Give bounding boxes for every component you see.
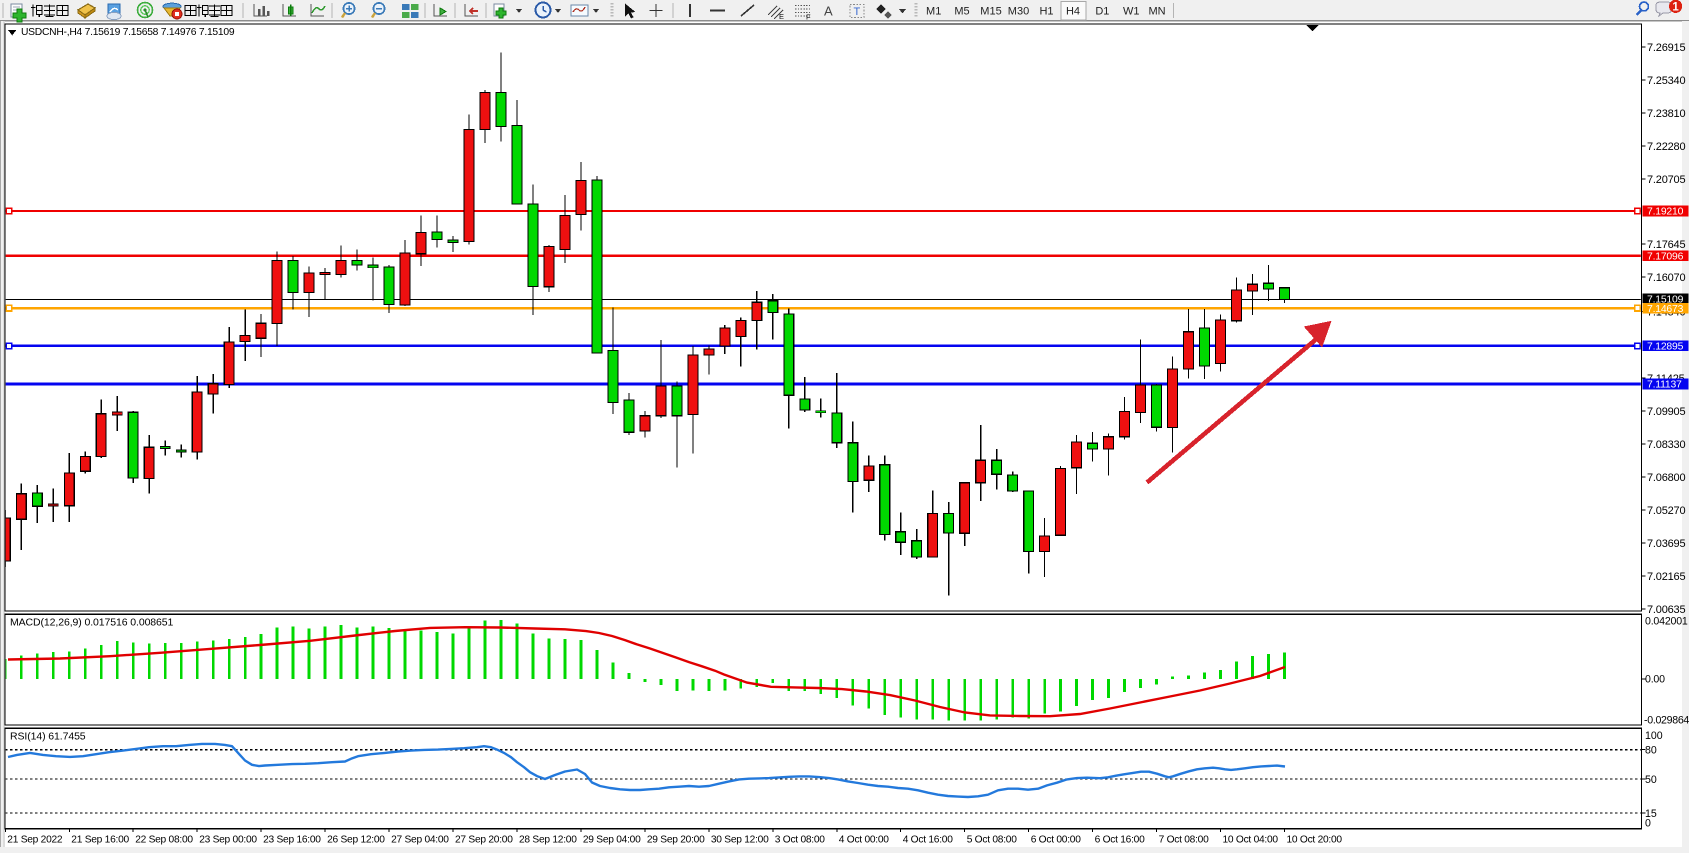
svg-text:7.06800: 7.06800 <box>1647 472 1685 484</box>
svg-text:80: 80 <box>1645 745 1657 757</box>
svg-text:4 Oct 16:00: 4 Oct 16:00 <box>903 835 954 846</box>
svg-text:23 Sep 16:00: 23 Sep 16:00 <box>263 835 321 846</box>
svg-text:7.20705: 7.20705 <box>1647 174 1685 186</box>
svg-text:7.05270: 7.05270 <box>1647 505 1685 517</box>
svg-text:6 Oct 16:00: 6 Oct 16:00 <box>1095 835 1146 846</box>
svg-text:H4: H4 <box>1066 6 1080 18</box>
svg-text:21 Sep 16:00: 21 Sep 16:00 <box>71 835 129 846</box>
svg-text:M1: M1 <box>926 6 941 18</box>
svg-text:7.00635: 7.00635 <box>1647 604 1685 616</box>
svg-text:1: 1 <box>1672 2 1679 14</box>
svg-text:3 Oct 08:00: 3 Oct 08:00 <box>775 835 826 846</box>
svg-text:MN: MN <box>1148 6 1165 18</box>
svg-text:7.23810: 7.23810 <box>1647 108 1685 120</box>
svg-text:4 Oct 00:00: 4 Oct 00:00 <box>839 835 890 846</box>
svg-text:5 Oct 08:00: 5 Oct 08:00 <box>967 835 1018 846</box>
svg-text:M30: M30 <box>1008 6 1029 18</box>
svg-text:0.00: 0.00 <box>1645 674 1665 686</box>
svg-text:50: 50 <box>1645 774 1657 786</box>
svg-text:27 Sep 04:00: 27 Sep 04:00 <box>391 835 449 846</box>
svg-text:7.11137: 7.11137 <box>1647 380 1682 391</box>
svg-text:10 Oct 20:00: 10 Oct 20:00 <box>1287 835 1343 846</box>
svg-text:10 Oct 04:00: 10 Oct 04:00 <box>1223 835 1279 846</box>
svg-text:7 Oct 08:00: 7 Oct 08:00 <box>1159 835 1210 846</box>
svg-text:0: 0 <box>1645 818 1651 830</box>
svg-text:7.09905: 7.09905 <box>1647 406 1685 418</box>
svg-text:E: E <box>779 12 784 21</box>
svg-text:7.15109: 7.15109 <box>1647 295 1684 306</box>
svg-text:22 Sep 08:00: 22 Sep 08:00 <box>135 835 193 846</box>
svg-text:21 Sep 2022: 21 Sep 2022 <box>7 835 63 846</box>
svg-text:7.19210: 7.19210 <box>1647 207 1684 218</box>
svg-text:7.03695: 7.03695 <box>1647 538 1685 550</box>
svg-text:F: F <box>806 13 811 22</box>
svg-text:7.14673: 7.14673 <box>1647 304 1684 315</box>
svg-text:-0.029864: -0.029864 <box>1644 715 1689 727</box>
svg-text:29 Sep 20:00: 29 Sep 20:00 <box>647 835 705 846</box>
svg-text:M15: M15 <box>980 6 1001 18</box>
svg-text:MACD(12,26,9) 0.017516 0.00865: MACD(12,26,9) 0.017516 0.008651 <box>10 617 174 629</box>
svg-text:6 Oct 00:00: 6 Oct 00:00 <box>1031 835 1082 846</box>
svg-text:100: 100 <box>1645 730 1663 742</box>
svg-text:M5: M5 <box>954 6 969 18</box>
svg-text:H1: H1 <box>1039 6 1053 18</box>
svg-text:D1: D1 <box>1095 6 1109 18</box>
svg-text:15: 15 <box>1645 808 1657 820</box>
svg-text:30 Sep 12:00: 30 Sep 12:00 <box>711 835 769 846</box>
svg-text:27 Sep 20:00: 27 Sep 20:00 <box>455 835 513 846</box>
svg-text:23 Sep 00:00: 23 Sep 00:00 <box>199 835 257 846</box>
svg-text:7.17645: 7.17645 <box>1647 239 1685 251</box>
svg-text:28 Sep 12:00: 28 Sep 12:00 <box>519 835 577 846</box>
svg-text:7.16070: 7.16070 <box>1647 272 1685 284</box>
svg-text:7.12895: 7.12895 <box>1647 342 1684 353</box>
svg-text:USDCNH-,H4 7.15619 7.15658 7.: USDCNH-,H4 7.15619 7.15658 7.14976 7.151… <box>21 27 235 38</box>
svg-text:7.08330: 7.08330 <box>1647 439 1685 451</box>
svg-text:7.26915: 7.26915 <box>1647 42 1685 54</box>
svg-text:7.02165: 7.02165 <box>1647 571 1685 583</box>
svg-text:29 Sep 04:00: 29 Sep 04:00 <box>583 835 641 846</box>
svg-text:RSI(14) 61.7455: RSI(14) 61.7455 <box>10 731 86 743</box>
svg-text:0.042001: 0.042001 <box>1645 616 1688 628</box>
svg-text:7.22280: 7.22280 <box>1647 141 1685 153</box>
svg-text:T: T <box>854 6 861 18</box>
svg-text:26 Sep 12:00: 26 Sep 12:00 <box>327 835 385 846</box>
svg-text:7.25340: 7.25340 <box>1647 75 1685 87</box>
svg-text:W1: W1 <box>1123 6 1140 18</box>
svg-text:A: A <box>824 4 833 19</box>
svg-text:7.17096: 7.17096 <box>1647 251 1684 262</box>
